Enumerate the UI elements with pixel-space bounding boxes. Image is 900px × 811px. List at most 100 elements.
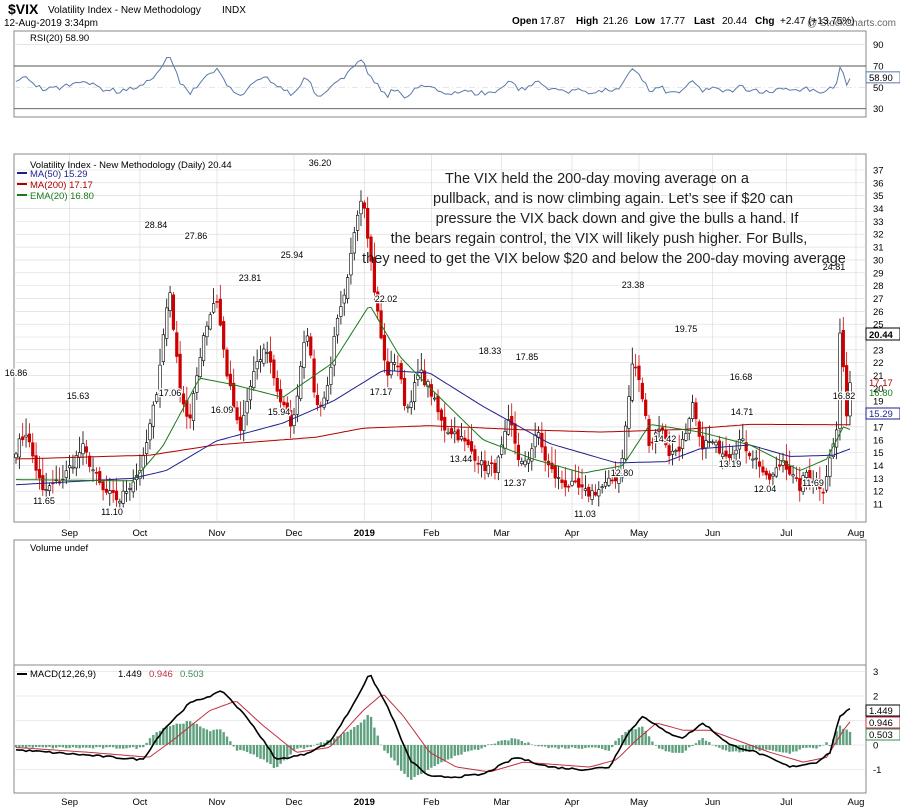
macd-hist-bar [567,745,570,749]
candle-body [228,373,232,387]
candle-body [145,442,149,454]
candle-body [339,306,343,317]
candle-body [640,382,644,400]
ohlc-readout: Open 17.87 High 21.26 Low 17.77 Last 20.… [512,16,855,27]
macd-hist-bar [65,745,68,749]
rsi-line [15,57,851,99]
macd-hist-bar [487,744,490,745]
peak-label: 13.44 [450,454,473,464]
candle-body [356,214,360,231]
candle-body [71,466,75,469]
macd-hist-bar [641,726,644,745]
candle-body [654,432,658,443]
candle-body [687,418,691,434]
macd-hist-bar [664,745,667,752]
macd-hist-bar [78,745,81,749]
peak-label: 11.10 [101,507,123,517]
price-tick-label: 36 [873,178,884,189]
svg-text:Open: Open [512,16,538,27]
peak-label: 28.84 [145,220,168,230]
candle-body [31,442,35,457]
svg-text:EMA(20) 16.80: EMA(20) 16.80 [30,191,94,202]
macd-hist-bar [232,745,235,747]
macd-hist-bar [564,745,567,749]
price-tick-label: 29 [873,268,884,279]
peak-label: 16.09 [211,405,234,415]
macd-hist-bar [135,745,138,749]
macd-hist-bar [416,745,420,775]
svg-text:they need to get the VIX below: they need to get the VIX below $20 and b… [362,251,846,267]
macd-tick-label: 0 [873,741,878,752]
candle-body [222,321,226,350]
candle-body [476,462,480,465]
candle-body [845,365,849,417]
macd-hist-bar [617,738,621,745]
candle-body [838,332,842,429]
candle-body [667,445,671,456]
macd-hist-bar [463,745,467,752]
candle-body [848,382,852,417]
macd-hist-bar [644,730,647,745]
peak-label: 16.68 [730,372,753,382]
macd-hist-bar [614,740,617,745]
macd-hist-bar [694,743,698,745]
candle-body [392,362,397,365]
candle-body [141,455,145,469]
candle-body [175,332,179,357]
macd-hist-bar [299,745,302,748]
macd-hist-bar [168,726,172,745]
macd-hist-bar [520,741,523,745]
macd-hist-bar [657,745,661,749]
month-label: Apr [565,528,580,539]
candle-body [637,365,641,381]
month-label: Oct [133,797,148,808]
macd-hist-bar [651,741,654,745]
price-tick-label: 31 [873,243,884,254]
month-label: Sep [61,528,78,539]
candle-body [121,490,125,504]
candle-body [279,389,283,403]
macd-hist-bar [343,732,346,745]
peak-label: 16.86 [5,368,28,378]
candle-body [456,429,460,441]
price-tick-label: 16 [873,435,884,446]
candle-body [500,444,504,455]
candle-body [493,462,497,473]
candle-body [188,414,192,419]
candle-body [613,476,618,482]
macd-hist-bar [443,745,446,762]
candle-body [647,418,651,446]
candle-body [315,394,320,406]
candle-body [570,480,574,486]
price-tick-label: 20 [873,384,884,395]
macd-hist-bar [698,740,701,745]
macd-hist-bar [761,745,765,750]
price-tick-label: 21 [873,371,884,382]
macd-histogram [14,714,852,780]
candle-body [27,433,31,443]
candle-body [580,484,584,488]
candle-body [201,335,206,362]
macd-line [15,674,851,779]
candle-body [774,467,778,477]
macd-hist-bar [48,745,51,747]
month-label: Sep [61,797,78,808]
macd-hist-bar [202,728,205,745]
macd-hist-bar [212,729,215,745]
candle-body [543,446,547,461]
macd-hist-bar [627,729,631,745]
candle-body [768,473,772,480]
peak-labels: 16.86 11.65 15.63 11.10 28.84 17.06 27.86 16.09… [3,157,856,521]
macd-hist-bar [607,745,611,751]
candle-body [255,361,259,370]
svg-text:Volatility Index - New Methodo: Volatility Index - New Methodology (Dail… [30,160,232,171]
watermark: @ StockCharts.com [807,18,896,29]
candle-body [178,353,182,396]
macd-hist-bar [373,727,376,745]
candle-body [670,450,675,455]
candle-body [118,500,122,504]
macd-hist-bar [175,723,178,745]
candle-body [67,465,72,469]
macd-hist-bar [798,745,801,750]
candle-body [483,460,487,472]
